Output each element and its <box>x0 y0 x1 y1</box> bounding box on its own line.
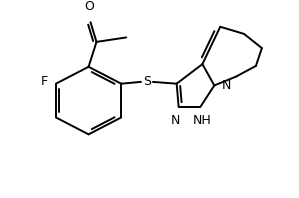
Text: F: F <box>41 75 48 88</box>
Text: O: O <box>85 0 94 13</box>
Text: N: N <box>222 79 232 92</box>
Text: S: S <box>143 74 151 88</box>
Text: NH: NH <box>193 114 212 127</box>
Text: N: N <box>171 114 180 127</box>
